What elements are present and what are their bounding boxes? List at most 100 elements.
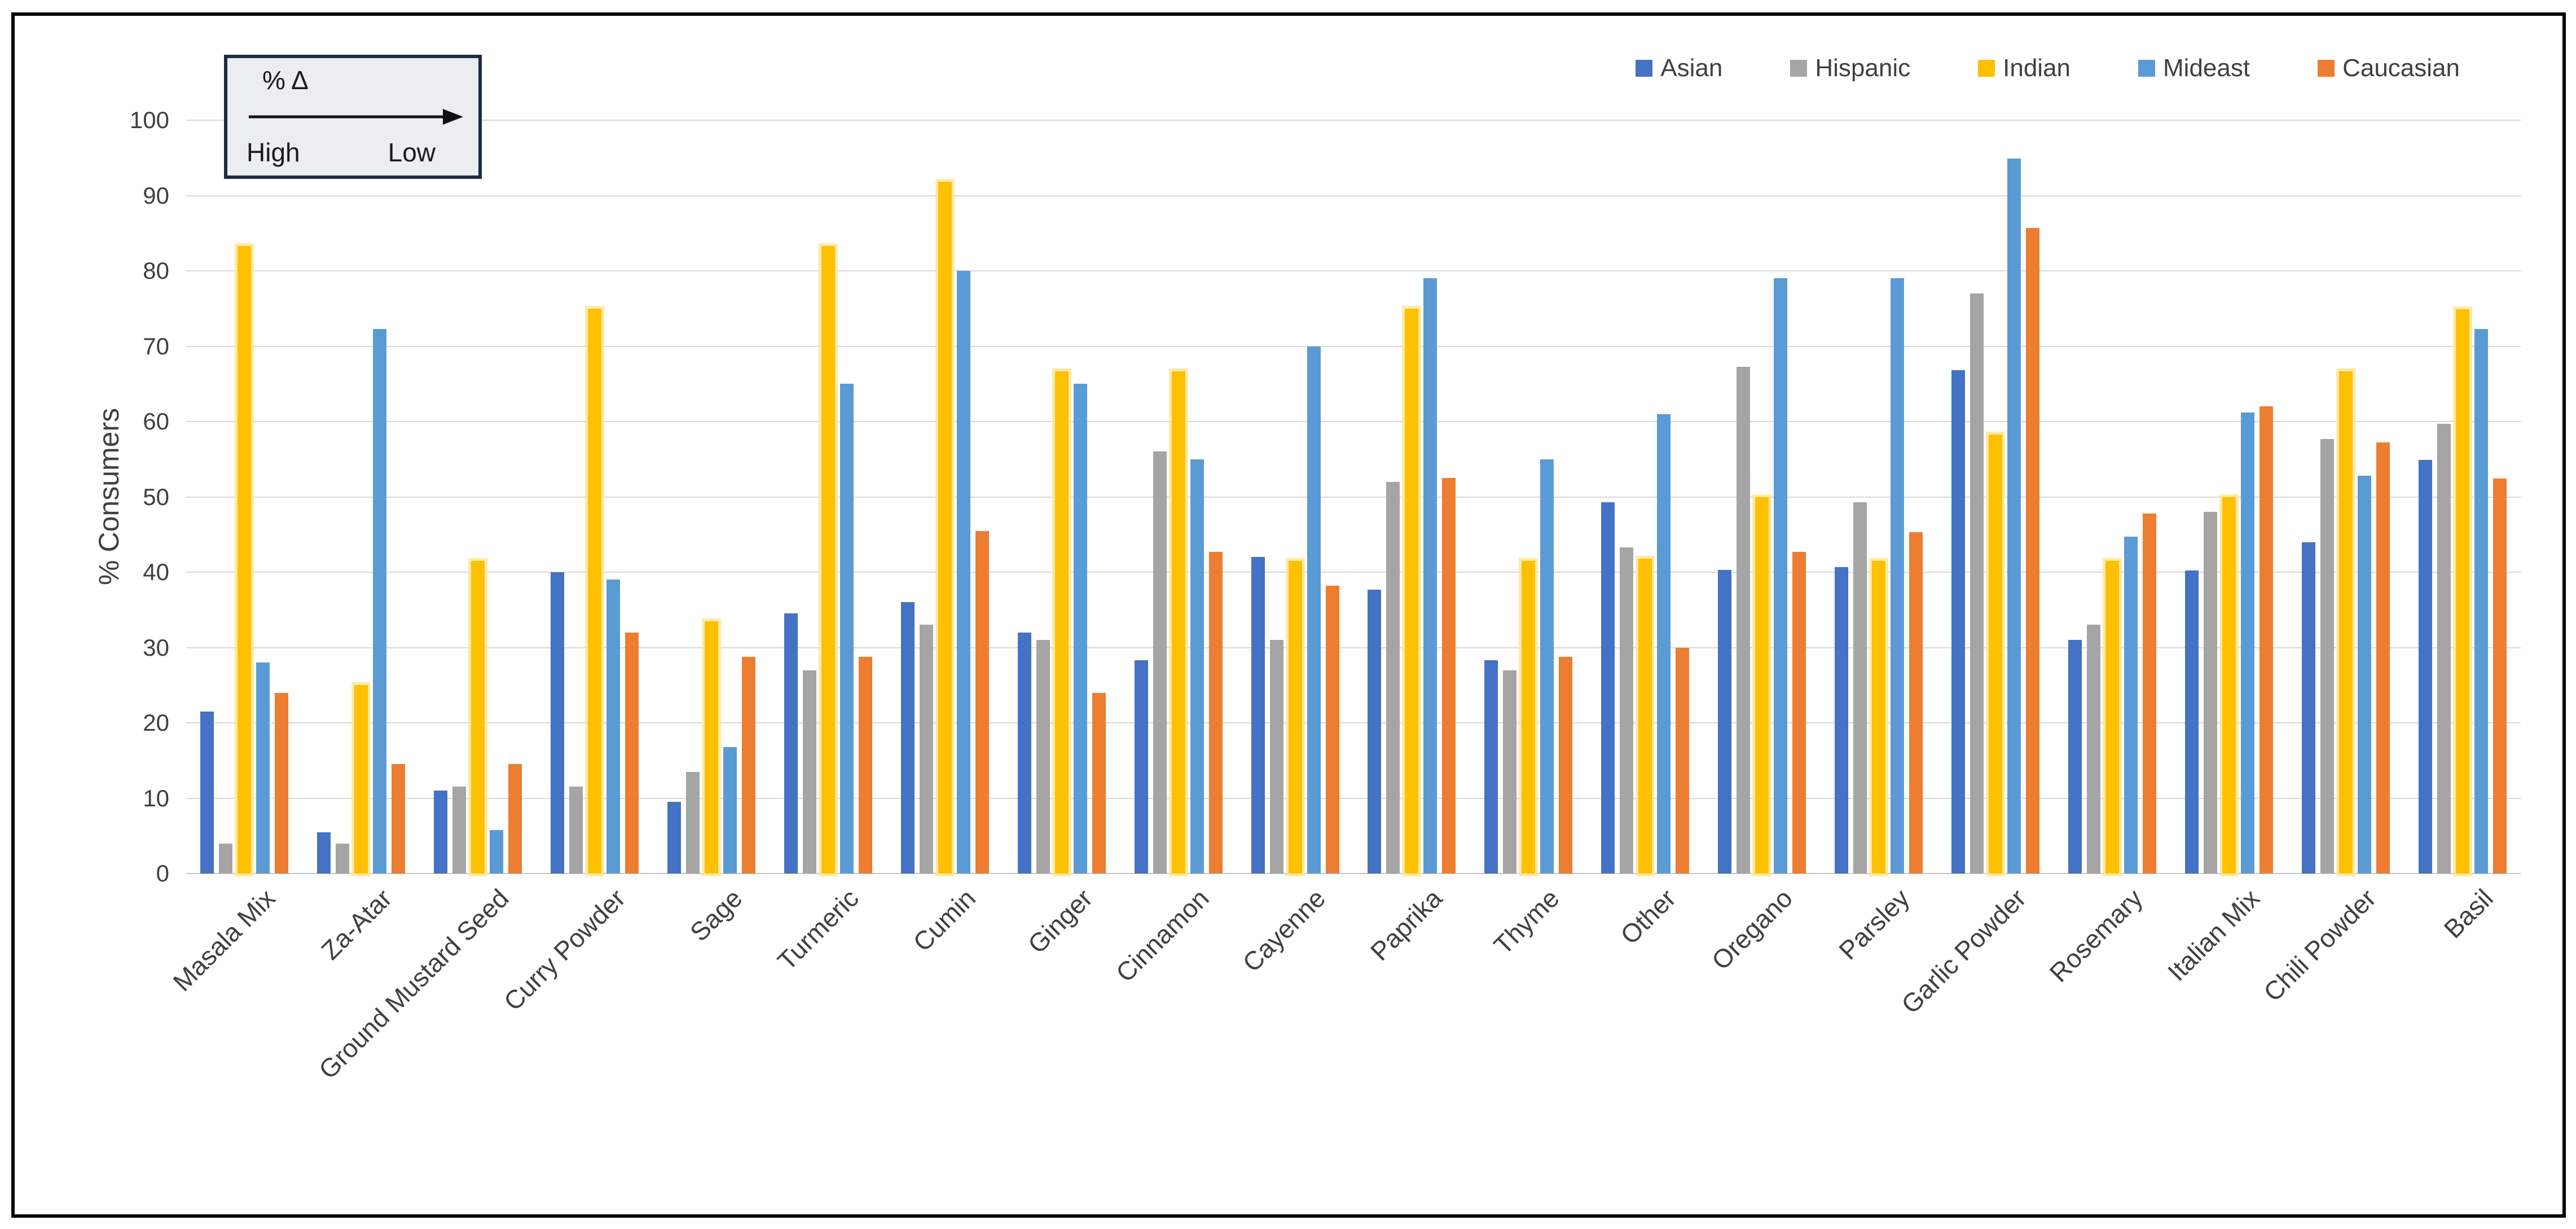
gridline-80	[186, 270, 2521, 271]
y-tick-label-20: 20	[143, 709, 169, 736]
bar-group-parsley	[1821, 120, 1937, 874]
bar-caucasian-masala-mix	[275, 692, 289, 874]
bar-hispanic-ground-mustard-seed	[452, 787, 467, 874]
legend-swatch-icon-indian	[1978, 60, 1995, 77]
bar-indian-paprika	[1405, 308, 1419, 874]
bar-group-other	[1587, 120, 1704, 874]
bar-mideast-ground-mustard-seed	[490, 829, 504, 874]
bar-caucasian-italian-mix	[2259, 406, 2273, 874]
bar-hispanic-cumin	[919, 625, 933, 874]
legend-label-indian: Indian	[2003, 54, 2071, 82]
bar-group-italian-mix	[2170, 120, 2287, 874]
percent-delta-annotation-box: % Δ High Low	[224, 55, 482, 179]
bar-group-paprika	[1353, 120, 1470, 874]
bar-asian-basil	[2418, 460, 2432, 874]
legend-swatch-icon-asian	[1636, 60, 1653, 77]
plot-area	[186, 120, 2521, 874]
bar-hispanic-parsley	[1853, 502, 1867, 874]
y-tick-label-80: 80	[143, 257, 169, 284]
bar-caucasian-ground-mustard-seed	[508, 764, 522, 874]
bar-hispanic-turmeric	[802, 670, 816, 874]
bar-indian-garlic-powder	[1988, 434, 2002, 874]
legend: Asian Hispanic Indian Mideast Caucasian	[1636, 54, 2460, 82]
bar-asian-cumin	[900, 602, 915, 874]
bar-asian-thyme	[1484, 660, 1498, 874]
legend-swatch-icon-caucasian	[2318, 60, 2335, 77]
legend-label-mideast: Mideast	[2163, 54, 2250, 82]
y-tick-label-10: 10	[143, 784, 169, 811]
gridline-50	[186, 496, 2521, 498]
bar-mideast-paprika	[1423, 278, 1438, 874]
gridline-10	[186, 797, 2521, 799]
bar-asian-chili-powder	[2301, 542, 2315, 874]
bar-asian-other	[1601, 502, 1615, 874]
bar-asian-cayenne	[1251, 557, 1265, 874]
bar-mideast-masala-mix	[256, 662, 270, 874]
bar-indian-other	[1638, 558, 1652, 874]
y-tick-label-60: 60	[143, 408, 169, 434]
y-tick-label-70: 70	[143, 332, 169, 359]
bar-group-garlic-powder	[1937, 120, 2054, 874]
bar-caucasian-za-atar	[392, 764, 406, 874]
bar-caucasian-oregano	[1792, 551, 1806, 874]
bar-hispanic-curry-powder	[569, 787, 583, 874]
bar-group-turmeric	[770, 120, 887, 874]
bar-hispanic-za-atar	[336, 843, 350, 874]
legend-item-mideast: Mideast	[2138, 54, 2250, 82]
bar-indian-turmeric	[821, 245, 835, 874]
right-arrow-icon	[247, 106, 463, 128]
gridline-70	[186, 345, 2521, 347]
bar-group-ginger	[1003, 120, 1120, 874]
bar-group-ground-mustard-seed	[420, 120, 537, 874]
bar-indian-za-atar	[354, 685, 368, 874]
annotation-high-label: High	[247, 138, 300, 167]
bar-indian-chili-powder	[2338, 371, 2353, 874]
bar-indian-parsley	[1872, 560, 1886, 874]
bar-group-cayenne	[1237, 120, 1353, 874]
bar-indian-cayenne	[1288, 560, 1302, 874]
bar-mideast-cayenne	[1307, 346, 1321, 874]
bar-mideast-oregano	[1774, 278, 1788, 874]
legend-item-caucasian: Caucasian	[2318, 54, 2460, 82]
bar-mideast-basil	[2474, 328, 2488, 874]
y-tick-label-50: 50	[143, 483, 169, 510]
bar-asian-cinnamon	[1134, 660, 1148, 874]
legend-swatch-icon-hispanic	[1790, 60, 1808, 77]
bar-caucasian-rosemary	[2142, 513, 2156, 874]
bar-group-sage	[653, 120, 770, 874]
bar-asian-za-atar	[317, 832, 331, 874]
bar-hispanic-masala-mix	[219, 843, 233, 874]
bar-indian-basil	[2455, 309, 2469, 874]
bar-caucasian-turmeric	[858, 656, 872, 874]
bar-caucasian-parsley	[1909, 532, 1923, 874]
bar-caucasian-thyme	[1559, 656, 1573, 874]
bar-asian-italian-mix	[2184, 570, 2199, 874]
gridline-30	[186, 647, 2521, 648]
bar-mideast-parsley	[1891, 278, 1905, 874]
bar-indian-cinnamon	[1171, 371, 1185, 874]
bar-indian-masala-mix	[238, 245, 252, 874]
bar-indian-ginger	[1054, 371, 1069, 874]
bar-caucasian-cayenne	[1325, 586, 1339, 874]
bar-group-cumin	[886, 120, 1003, 874]
bar-mideast-rosemary	[2124, 537, 2138, 874]
gridline-0	[186, 873, 2521, 874]
bar-indian-cumin	[938, 182, 952, 874]
bar-mideast-other	[1657, 414, 1671, 874]
bar-mideast-curry-powder	[606, 580, 621, 874]
gridline-60	[186, 421, 2521, 422]
bar-group-za-atar	[303, 120, 420, 874]
bar-hispanic-rosemary	[2086, 625, 2100, 874]
annotation-low-label: Low	[388, 138, 436, 167]
legend-swatch-icon-mideast	[2138, 60, 2156, 77]
legend-item-hispanic: Hispanic	[1790, 54, 1910, 82]
bar-hispanic-sage	[686, 771, 700, 874]
bar-group-rosemary	[2054, 120, 2170, 874]
bar-hispanic-cayenne	[1269, 640, 1283, 874]
bar-mideast-chili-powder	[2357, 476, 2371, 874]
y-tick-label-90: 90	[143, 182, 169, 209]
bar-hispanic-paprika	[1386, 481, 1400, 874]
bar-indian-rosemary	[2105, 560, 2119, 874]
bar-asian-rosemary	[2068, 640, 2082, 874]
